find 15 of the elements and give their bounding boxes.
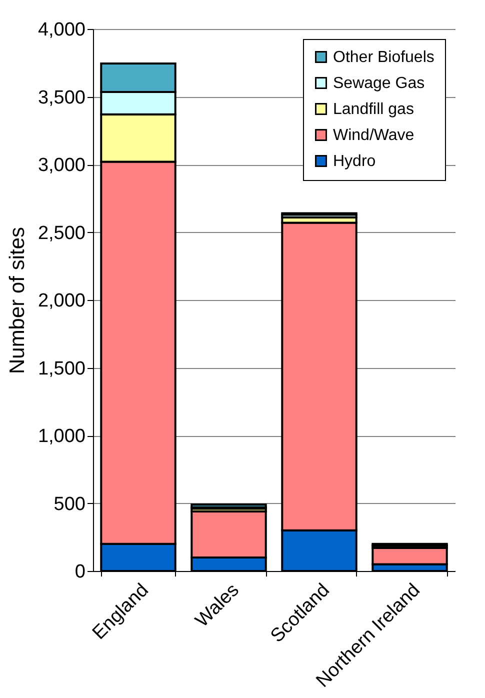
legend-label: Sewage Gas: [333, 75, 425, 92]
y-tick-label: 0: [74, 562, 86, 582]
y-axis-title: Number of sites: [6, 226, 29, 374]
y-tick-label: 3,500: [38, 87, 86, 108]
y-tick-label: 1,000: [38, 426, 86, 447]
y-tick-label: 500: [54, 494, 86, 515]
y-tick-label: 2,500: [38, 222, 86, 244]
y-tick-label: 1,500: [38, 358, 86, 380]
legend-label: Landfill gas: [333, 101, 414, 118]
y-tick-label: 4,000: [38, 20, 86, 40]
y-tick-label: 3,000: [38, 155, 86, 176]
y-tick-label: 2,000: [38, 290, 86, 312]
legend-label: Other Biofuels: [333, 49, 434, 66]
legend-label: Hydro: [333, 153, 376, 170]
legend-label: Wind/Wave: [333, 127, 414, 144]
